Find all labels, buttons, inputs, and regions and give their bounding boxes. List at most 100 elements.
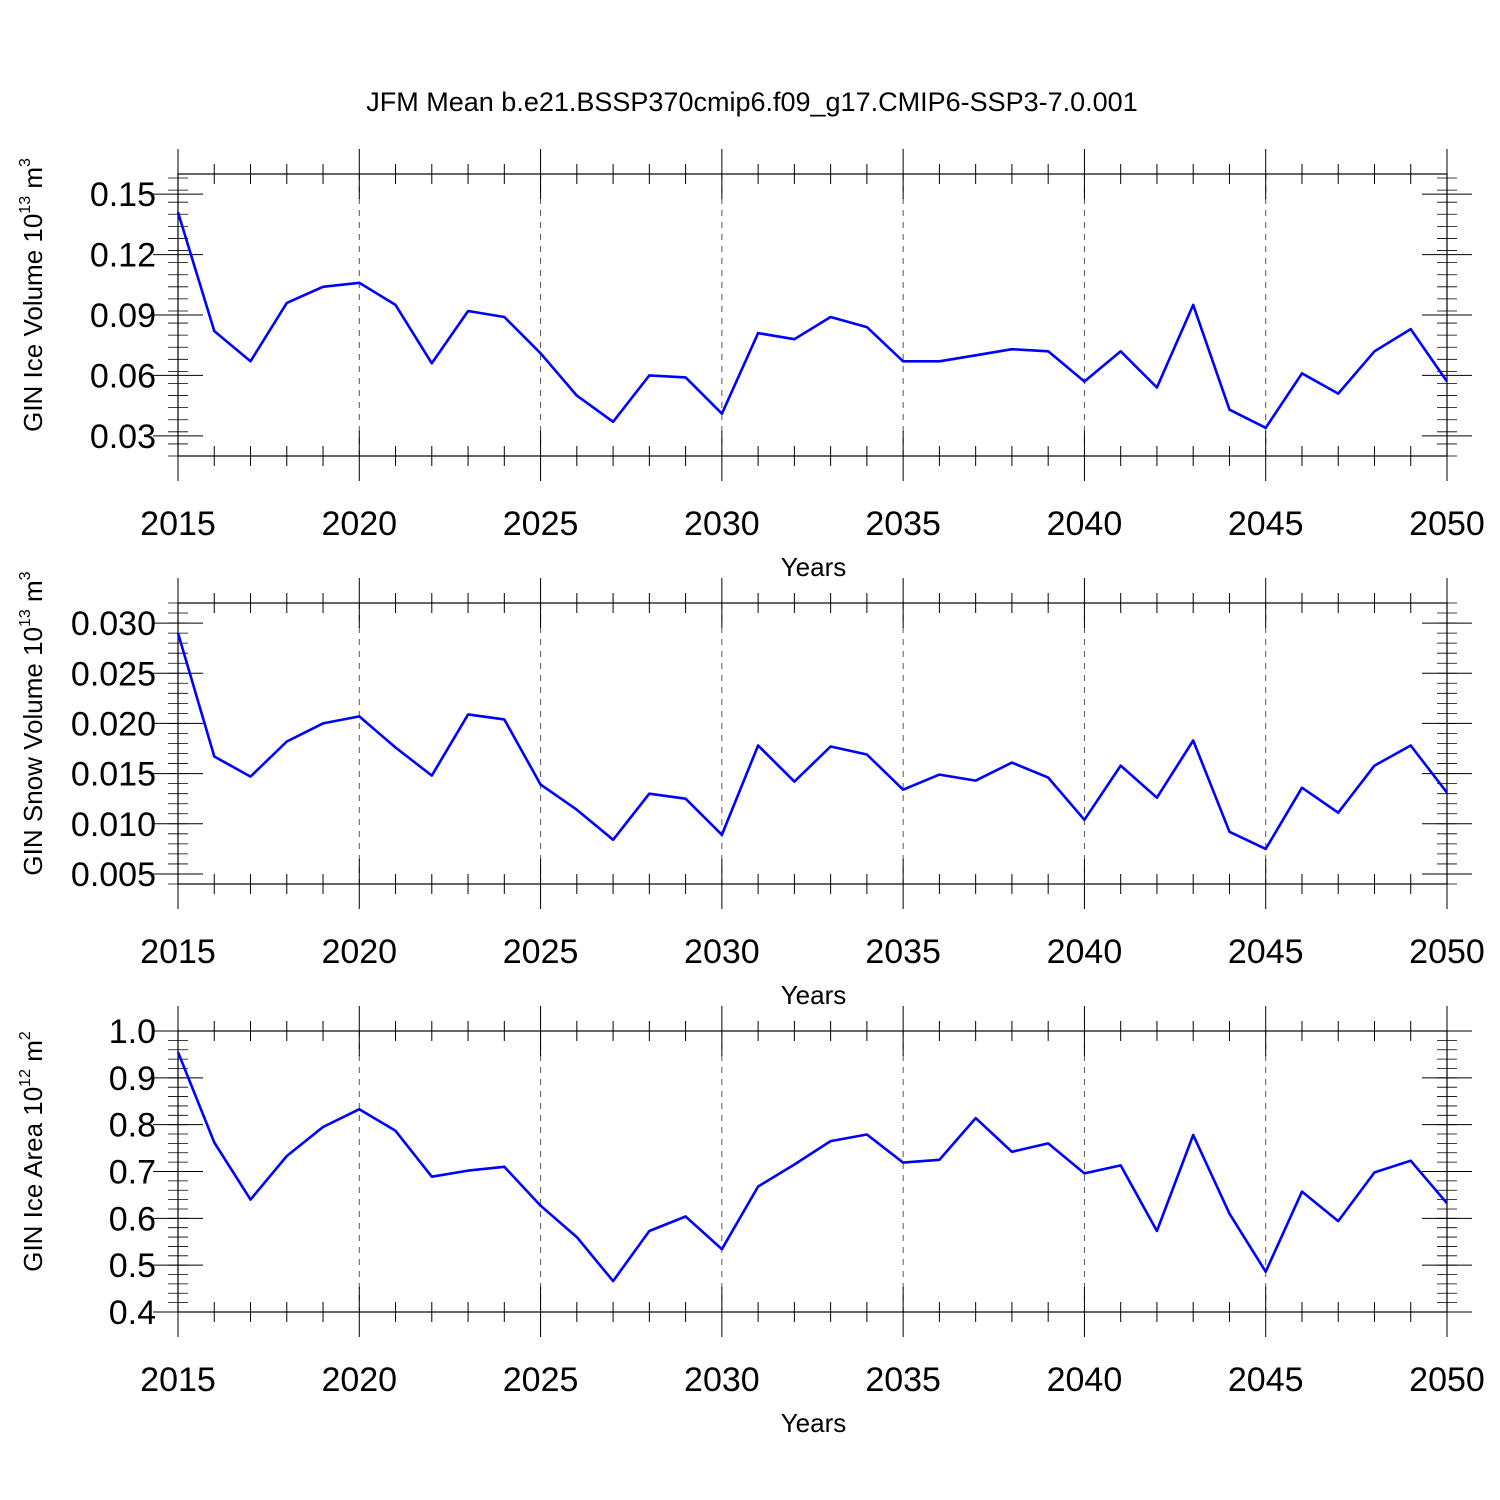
data-point: [792, 1162, 796, 1166]
x-axis-title: Years: [781, 552, 847, 582]
data-point: [684, 375, 688, 379]
data-point: [1155, 386, 1159, 390]
panel-1: 2015 2020 2025 2030 2035 2040 2045 2050 Years 0.0…: [17, 149, 1485, 582]
data-point: [176, 210, 180, 214]
data-point: [647, 1229, 651, 1233]
data-point: [1082, 818, 1086, 822]
data-point: [1191, 738, 1195, 742]
y-tick-label: 0.7: [109, 1154, 156, 1192]
data-point: [647, 792, 651, 796]
data-point: [1191, 303, 1195, 307]
x-tick-label: 2050: [1409, 933, 1485, 971]
x-tick-label: 2025: [503, 1361, 579, 1399]
data-point: [394, 303, 398, 307]
data-point: [212, 1140, 216, 1144]
data-point: [829, 745, 833, 749]
data-point: [285, 1154, 289, 1158]
y-tick-label: 1.0: [109, 1013, 156, 1051]
y-tick-label: 0.9: [109, 1060, 156, 1098]
y-tick-label: 0.030: [71, 605, 156, 643]
data-point: [502, 1165, 506, 1169]
x-tick-label: 2030: [684, 1361, 760, 1399]
data-point: [756, 331, 760, 335]
data-point: [1227, 1212, 1231, 1216]
data-point: [901, 1161, 905, 1165]
panel-2: 2015 2020 2025 2030 2035 2040 2045 2050 Years 0.0…: [17, 571, 1485, 1010]
x-tick-label: 2035: [865, 505, 941, 543]
y-tick-label: 0.005: [71, 856, 156, 894]
panels: 2015 2020 2025 2030 2035 2040 2045 2050 Years 0.0…: [17, 149, 1485, 1438]
data-point: [611, 838, 615, 842]
y-tick-label: 0.03: [90, 418, 156, 456]
data-point: [176, 1050, 180, 1054]
data-point: [1264, 847, 1268, 851]
data-point: [249, 359, 253, 363]
data-point: [1191, 1133, 1195, 1137]
data-point: [792, 337, 796, 341]
data-point: [1046, 1141, 1050, 1145]
x-tick-label: 2015: [140, 505, 216, 543]
data-point: [1300, 786, 1304, 790]
data-point: [1445, 791, 1449, 795]
data-point: [1155, 796, 1159, 800]
data-point: [1155, 1229, 1159, 1233]
data-point: [357, 281, 361, 285]
y-tick-label: 0.09: [90, 297, 156, 335]
data-point: [865, 325, 869, 329]
x-tick-label: 2020: [321, 933, 397, 971]
data-point: [1445, 1201, 1449, 1205]
data-point: [720, 1247, 724, 1251]
data-point: [1119, 349, 1123, 353]
data-point: [357, 1107, 361, 1111]
data-point: [285, 739, 289, 743]
x-axis-title: Years: [781, 1408, 847, 1438]
y-tick-label: 0.010: [71, 806, 156, 844]
data-point: [502, 717, 506, 721]
data-point: [1227, 830, 1231, 834]
data-point: [1082, 1171, 1086, 1175]
data-point: [466, 712, 470, 716]
series-line: [176, 632, 1449, 851]
x-tick-label: 2025: [503, 505, 579, 543]
data-point: [430, 1175, 434, 1179]
data-point: [756, 1184, 760, 1188]
data-point: [937, 773, 941, 777]
data-point: [249, 1198, 253, 1202]
y-tick-label: 0.015: [71, 756, 156, 794]
data-point: [901, 788, 905, 792]
y-tick-label: 0.6: [109, 1200, 156, 1238]
data-point: [1046, 776, 1050, 780]
data-point: [466, 309, 470, 313]
y-axis-title: GIN Ice Volume 1013 m3: [17, 158, 48, 432]
x-axis-title: Years: [781, 980, 847, 1010]
y-tick-label: 0.06: [90, 357, 156, 395]
y-tick-label: 0.4: [109, 1294, 156, 1332]
data-point: [865, 753, 869, 757]
data-point: [1409, 327, 1413, 331]
data-point: [1372, 764, 1376, 768]
data-point: [1445, 379, 1449, 383]
data-point: [357, 714, 361, 718]
data-point: [1046, 349, 1050, 353]
y-axis-title: GIN Ice Area 1012 m2: [17, 1031, 48, 1272]
data-point: [1336, 392, 1340, 396]
data-point: [1372, 349, 1376, 353]
data-point: [575, 1235, 579, 1239]
plot-frame: [177, 602, 1448, 885]
data-point: [212, 329, 216, 333]
data-point: [720, 833, 724, 837]
data-point: [394, 746, 398, 750]
data-point: [1227, 408, 1231, 412]
x-tick-label: 2040: [1047, 505, 1123, 543]
data-point: [937, 1158, 941, 1162]
data-point: [974, 779, 978, 783]
x-tick-label: 2050: [1409, 505, 1485, 543]
data-point: [684, 797, 688, 801]
data-point: [1010, 347, 1014, 351]
x-tick-label: 2030: [684, 933, 760, 971]
x-tick-label: 2020: [321, 505, 397, 543]
data-point: [974, 353, 978, 357]
y-tick-label: 0.15: [90, 176, 156, 214]
data-point: [1119, 764, 1123, 768]
